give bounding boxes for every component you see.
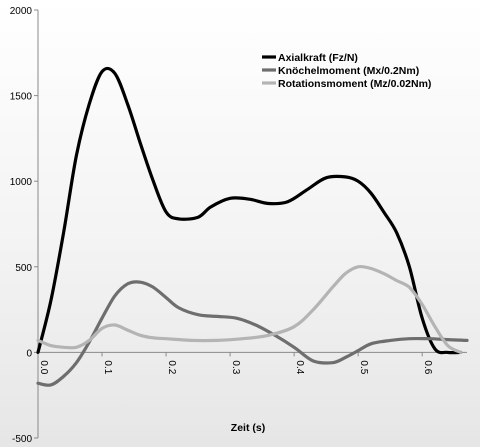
legend-entry: Rotationsmoment (Mz/0.02Nm) <box>278 78 431 90</box>
x-tick-label: 0.5 <box>358 360 369 374</box>
y-tick-label: 1000 <box>10 177 33 188</box>
y-tick-label: 2000 <box>10 6 33 17</box>
legend: Axialkraft (Fz/N)Knöchelmoment (Mx/0.2Nm… <box>262 52 431 90</box>
x-tick-label: 0.3 <box>230 360 241 374</box>
x-axis-title: Zeit (s) <box>231 422 265 434</box>
series-lines <box>36 66 469 387</box>
series-line <box>36 264 463 354</box>
x-tick-label: 0.2 <box>166 360 177 374</box>
series-line <box>36 66 463 355</box>
x-axis: 0.0 0.1 0.2 0.3 0.4 0.5 0.6 <box>37 351 467 375</box>
legend-entry: Axialkraft (Fz/N) <box>278 52 358 64</box>
y-tick-label: 1500 <box>10 92 33 103</box>
x-tick-label: 0.1 <box>102 360 113 374</box>
y-tick-label: 500 <box>15 263 32 274</box>
y-tick-label: 0 <box>26 348 32 359</box>
x-tick-label: 0.6 <box>422 360 433 374</box>
x-tick-label: 0.4 <box>294 360 305 374</box>
y-axis: -500 0 500 1000 1500 2000 <box>10 6 39 445</box>
x-tick-label: 0.0 <box>38 360 49 374</box>
legend-entry: Knöchelmoment (Mx/0.2Nm) <box>278 65 419 77</box>
series-line <box>36 280 469 387</box>
y-tick-label: -500 <box>12 434 32 445</box>
